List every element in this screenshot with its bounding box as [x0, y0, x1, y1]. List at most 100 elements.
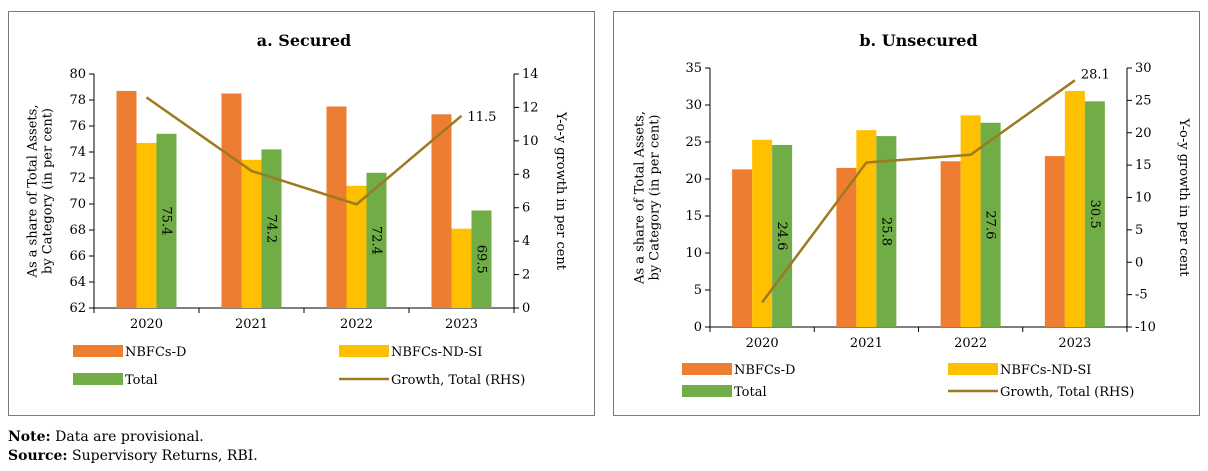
y2-tick-label: 2: [522, 268, 530, 283]
y2-tick-label: 25: [1135, 93, 1152, 108]
chart-panel-secured: a. Secured 62 64 66 68 70 72 74 76 78 80 0 2 4 6 8 10 12 1…: [8, 11, 595, 416]
notes-block: Note: Data are provisional. Source: Supe…: [8, 428, 258, 466]
y2-tick-label: 12: [522, 100, 539, 115]
legend-label: NBFCs-D: [734, 363, 795, 378]
y2-tick-label: 30: [1135, 61, 1152, 76]
bar: [136, 142, 157, 308]
chart-secured: a. Secured626466687072747678800246810121…: [25, 31, 568, 388]
chart-unsecured: b. Unsecured05101520253035-10-5051015202…: [632, 31, 1191, 400]
x-tick-label: 2022: [954, 336, 987, 351]
y-tick-label: 30: [685, 98, 702, 113]
bar: [451, 228, 472, 308]
y2-tick-label: 0: [522, 301, 530, 316]
y2-tick-label: 6: [522, 201, 530, 216]
y-tick-label: 70: [69, 197, 86, 212]
note-text: Data are provisional.: [50, 429, 204, 445]
bar: [1064, 90, 1085, 327]
legend-label: Total: [125, 373, 158, 388]
legend-label: Growth, Total (RHS): [391, 373, 525, 388]
bar: [221, 93, 242, 308]
bar: [940, 161, 961, 327]
bar: [241, 159, 262, 308]
y-tick-label: 68: [69, 223, 86, 238]
growth-end-label: 28.1: [1081, 67, 1110, 82]
bar: [836, 167, 857, 327]
bar: [431, 114, 452, 308]
legend-label: Growth, Total (RHS): [1000, 385, 1134, 400]
growth-end-label: 11.5: [468, 110, 497, 125]
x-tick-label: 2023: [445, 317, 478, 332]
y-tick-label: 25: [685, 135, 702, 150]
y2-tick-label: 5: [1135, 223, 1143, 238]
bar: [261, 149, 282, 308]
note-line: Note: Data are provisional.: [8, 428, 258, 447]
chart-title: a. Secured: [257, 31, 351, 50]
growth-line: [761, 79, 1076, 304]
legend-swatch: [73, 345, 123, 357]
x-tick-label: 2020: [130, 317, 163, 332]
y-tick-label: 15: [685, 209, 702, 224]
source-line: Source: Supervisory Returns, RBI.: [8, 447, 258, 466]
y-axis-label-line: As a share of Total Assets,: [25, 105, 40, 279]
source-text: Supervisory Returns, RBI.: [67, 448, 258, 464]
bar: [960, 115, 981, 327]
y-tick-label: 0: [694, 320, 702, 335]
x-tick-label: 2023: [1058, 336, 1091, 351]
bar: [1084, 101, 1105, 327]
y-axis-label-line: As a share of Total Assets,: [632, 111, 647, 285]
bar-data-label: 72.4: [369, 226, 384, 255]
bar: [732, 169, 753, 327]
legend-swatch: [948, 363, 998, 375]
legend-label: Total: [734, 385, 767, 400]
bar: [856, 130, 877, 327]
y-tick-label: 64: [69, 275, 86, 290]
bar: [346, 185, 367, 308]
bar: [876, 136, 897, 327]
y-tick-label: 78: [69, 93, 86, 108]
y-axis-label: As a share of Total Assets,by Category (…: [25, 105, 55, 279]
y2-tick-label: 0: [1135, 255, 1143, 270]
growth-line: [145, 96, 463, 206]
y2-axis-label: Y-o-y growth in per cent: [553, 111, 568, 271]
y2-tick-label: 4: [522, 234, 530, 249]
bar-data-label: 25.8: [878, 217, 893, 246]
y-tick-label: 5: [694, 283, 702, 298]
bar: [1044, 156, 1065, 327]
y-tick-label: 76: [69, 119, 86, 134]
y2-tick-label: 15: [1135, 158, 1152, 173]
bar: [980, 122, 1001, 327]
bar: [116, 90, 137, 309]
bar-data-label: 30.5: [1087, 200, 1102, 229]
bar: [752, 139, 773, 327]
legend-swatch: [73, 373, 123, 385]
y2-axis-label: Y-o-y growth in per cent: [1176, 117, 1191, 277]
legend-label: NBFCs-ND-SI: [1000, 363, 1091, 378]
bar-data-label: 27.6: [983, 210, 998, 239]
y2-tick-label: 20: [1135, 126, 1152, 141]
y-tick-label: 74: [69, 145, 86, 160]
y-axis-label: As a share of Total Assets,by Category (…: [632, 111, 662, 285]
legend-label: NBFCs-D: [125, 345, 186, 360]
source-label: Source:: [8, 448, 68, 464]
x-tick-label: 2021: [235, 317, 268, 332]
y-tick-label: 10: [685, 246, 702, 261]
y-tick-label: 35: [685, 61, 702, 76]
note-label: Note:: [8, 429, 51, 445]
legend-swatch: [339, 345, 389, 357]
legend-swatch: [682, 363, 732, 375]
y-tick-label: 72: [69, 171, 86, 186]
y2-tick-label: -10: [1135, 320, 1156, 335]
y2-tick-label: 10: [522, 134, 539, 149]
y-tick-label: 80: [69, 67, 86, 82]
y-tick-label: 20: [685, 172, 702, 187]
y-tick-label: 66: [69, 249, 86, 264]
x-tick-label: 2022: [340, 317, 373, 332]
x-tick-label: 2021: [850, 336, 883, 351]
bar: [156, 133, 177, 308]
bar-data-label: 75.4: [159, 206, 174, 235]
legend-label: NBFCs-ND-SI: [391, 345, 482, 360]
chart-panel-unsecured: b. Unsecured 0 5 10 15 20 25 30 35 -10 -5 0 5 10 15 20 2…: [613, 11, 1200, 416]
chart-title: b. Unsecured: [859, 31, 977, 50]
y2-tick-label: 8: [522, 167, 530, 182]
bar: [326, 106, 347, 308]
